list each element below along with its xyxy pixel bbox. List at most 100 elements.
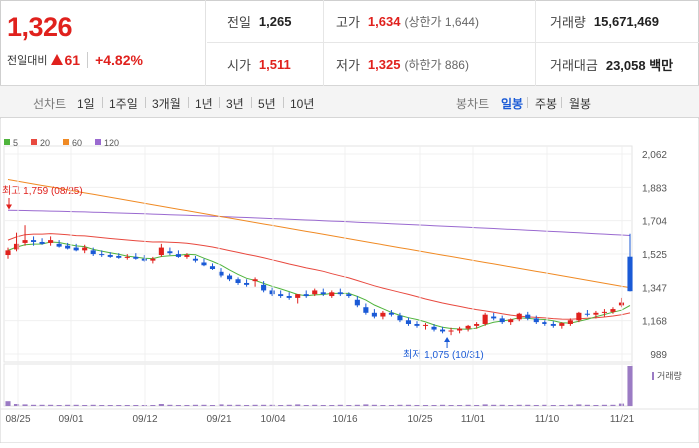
divider bbox=[207, 42, 699, 43]
candle-body bbox=[278, 294, 284, 297]
amount-label: 거래대금 bbox=[550, 57, 598, 73]
volume-value: 15,671,469 bbox=[593, 13, 659, 29]
candle-body bbox=[627, 256, 633, 292]
tab-10year[interactable]: 10년 bbox=[290, 97, 315, 111]
candle-body bbox=[593, 312, 599, 315]
chart-background bbox=[0, 118, 699, 443]
x-tick-label: 08/25 bbox=[5, 414, 30, 425]
volume-bar bbox=[508, 405, 514, 406]
volume-bar bbox=[209, 405, 216, 406]
volume-bar bbox=[465, 404, 471, 406]
x-tick-label: 10/25 bbox=[407, 414, 432, 425]
candle-body bbox=[303, 294, 309, 297]
volume-bar bbox=[116, 405, 122, 406]
candle-body bbox=[601, 311, 607, 313]
volume-bar bbox=[525, 404, 531, 406]
divider bbox=[251, 97, 252, 108]
tab-5year[interactable]: 5년 bbox=[258, 97, 276, 111]
high-annotation: 최고 1,759 (08/25) bbox=[2, 185, 83, 197]
divider bbox=[87, 52, 89, 68]
candle-body bbox=[150, 258, 156, 261]
tab-3month[interactable]: 3개월 bbox=[152, 97, 181, 111]
candle-body bbox=[22, 240, 28, 243]
divider bbox=[219, 97, 220, 108]
candle-body bbox=[508, 319, 514, 323]
lower-limit: (하한가 886) bbox=[404, 57, 469, 72]
volume-bar bbox=[65, 404, 71, 406]
ma60-line bbox=[7, 179, 631, 289]
candle-body bbox=[218, 271, 224, 276]
high-label: 고가 bbox=[336, 14, 360, 30]
amount-value: 23,058 백만 bbox=[605, 57, 674, 73]
volume-bar bbox=[82, 405, 88, 406]
tab-weekly[interactable]: 주봉 bbox=[535, 97, 558, 111]
candle-body bbox=[499, 318, 505, 323]
legend-label: 60 bbox=[72, 138, 82, 148]
ma120-line bbox=[7, 209, 631, 236]
volume-bar bbox=[346, 405, 352, 406]
volume-bar bbox=[542, 404, 548, 406]
volume-bar bbox=[320, 405, 326, 406]
prev-close-value: 1,265 bbox=[258, 13, 292, 29]
volume-bar bbox=[593, 405, 599, 406]
volume-bar bbox=[141, 405, 147, 406]
open-cell: 시가 1,511 bbox=[227, 43, 291, 85]
volume-bar bbox=[158, 404, 164, 406]
candle-body bbox=[576, 312, 582, 321]
candle-body bbox=[439, 329, 446, 332]
volume-bar bbox=[22, 404, 28, 406]
divider bbox=[102, 97, 103, 108]
tab-monthly[interactable]: 월봉 bbox=[569, 97, 592, 111]
candle-body bbox=[388, 312, 394, 315]
volume-bar bbox=[286, 404, 292, 406]
volume-bar bbox=[56, 405, 62, 406]
volume-legend-swatch bbox=[652, 372, 654, 380]
volume-bar bbox=[73, 404, 79, 406]
tab-1year[interactable]: 1년 bbox=[195, 97, 213, 111]
volume-bar bbox=[244, 405, 250, 406]
volume-bar bbox=[39, 404, 45, 406]
y-tick-label: 1,883 bbox=[642, 183, 667, 194]
volume-bar bbox=[576, 404, 582, 406]
volume-bar bbox=[491, 404, 497, 406]
volume-bar bbox=[184, 405, 190, 406]
candle-chart-label: 봉차트 bbox=[456, 97, 490, 111]
volume-bar bbox=[457, 405, 463, 406]
candle-body bbox=[618, 302, 625, 306]
volume-bar bbox=[201, 404, 207, 406]
tab-daily[interactable]: 일봉 bbox=[501, 97, 524, 111]
candle-body bbox=[48, 240, 54, 243]
volume-bar bbox=[584, 404, 590, 406]
candle-body bbox=[312, 290, 318, 295]
change-value: 61 bbox=[64, 52, 81, 68]
candle-body bbox=[491, 316, 497, 319]
y-tick-label: 1,347 bbox=[642, 283, 667, 294]
period-tab-bar: 선차트 1일 1주일 3개월 1년 3년 5년 10년 봉차트 일봉 주봉 월봉 bbox=[0, 86, 699, 118]
divider bbox=[323, 0, 324, 86]
candle-body bbox=[141, 258, 147, 261]
volume-bar bbox=[261, 404, 267, 406]
legend-swatch bbox=[4, 139, 10, 145]
volume-bar bbox=[133, 405, 139, 406]
volume-label: 거래량 bbox=[550, 14, 586, 30]
low-cell: 저가 1,325 (하한가 886) bbox=[336, 43, 469, 85]
candle-body bbox=[39, 241, 45, 244]
tab-1week[interactable]: 1주일 bbox=[109, 97, 138, 111]
low-label: 저가 bbox=[336, 57, 360, 73]
candle-body bbox=[559, 323, 565, 326]
tab-1day[interactable]: 1일 bbox=[77, 97, 95, 111]
prev-close-label: 전일 bbox=[227, 14, 251, 30]
legend-label: 120 bbox=[104, 138, 119, 148]
high-arrow-icon bbox=[6, 204, 12, 210]
volume-bar bbox=[559, 405, 565, 406]
candle-body bbox=[82, 247, 88, 251]
y-tick-label: 1,168 bbox=[642, 317, 667, 328]
tab-3year[interactable]: 3년 bbox=[226, 97, 244, 111]
high-value: 1,634 bbox=[367, 13, 401, 29]
volume-bar bbox=[252, 404, 258, 406]
candle-body bbox=[337, 292, 343, 295]
x-tick-label: 11/01 bbox=[461, 414, 486, 425]
candle-body bbox=[550, 323, 556, 326]
candle-body bbox=[65, 245, 71, 249]
candle-body bbox=[261, 284, 267, 291]
